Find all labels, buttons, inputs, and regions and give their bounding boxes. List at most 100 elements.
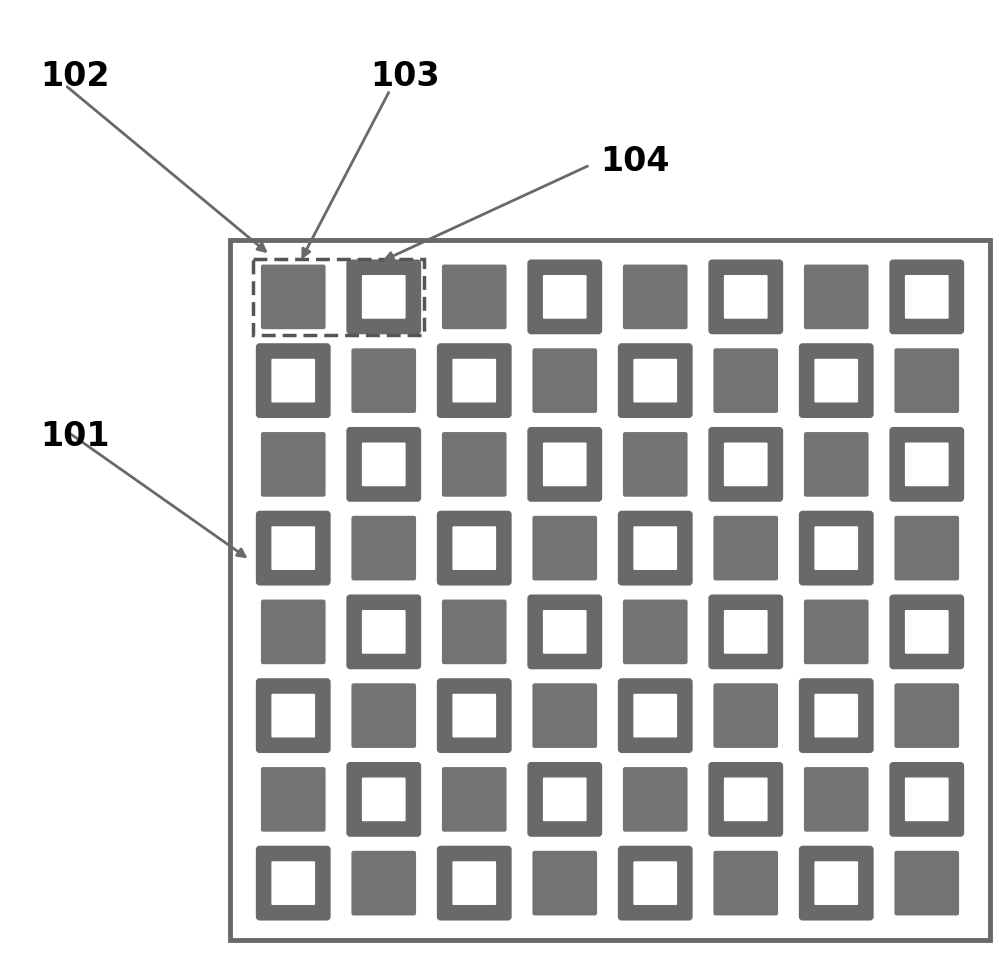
FancyBboxPatch shape <box>804 432 869 497</box>
FancyBboxPatch shape <box>271 526 315 570</box>
FancyBboxPatch shape <box>710 429 781 500</box>
FancyBboxPatch shape <box>620 848 691 919</box>
FancyBboxPatch shape <box>710 764 781 835</box>
Bar <box>230 240 990 940</box>
FancyBboxPatch shape <box>801 680 872 752</box>
FancyBboxPatch shape <box>452 358 496 403</box>
FancyBboxPatch shape <box>894 349 959 413</box>
FancyBboxPatch shape <box>452 861 496 905</box>
Text: 101: 101 <box>40 420 110 453</box>
FancyBboxPatch shape <box>814 526 858 570</box>
FancyBboxPatch shape <box>623 264 688 329</box>
FancyBboxPatch shape <box>814 861 858 905</box>
FancyBboxPatch shape <box>348 429 419 500</box>
FancyBboxPatch shape <box>529 261 600 332</box>
FancyBboxPatch shape <box>271 358 315 403</box>
FancyBboxPatch shape <box>905 275 949 318</box>
FancyBboxPatch shape <box>442 432 507 497</box>
FancyBboxPatch shape <box>439 680 510 752</box>
FancyBboxPatch shape <box>724 443 768 486</box>
FancyBboxPatch shape <box>710 596 781 667</box>
Text: 104: 104 <box>600 145 670 178</box>
Text: 103: 103 <box>370 60 440 93</box>
FancyBboxPatch shape <box>713 349 778 413</box>
FancyBboxPatch shape <box>261 432 326 497</box>
FancyBboxPatch shape <box>351 851 416 916</box>
FancyBboxPatch shape <box>891 261 962 332</box>
FancyBboxPatch shape <box>543 610 587 653</box>
FancyBboxPatch shape <box>261 767 326 832</box>
FancyBboxPatch shape <box>633 693 677 738</box>
FancyBboxPatch shape <box>271 693 315 738</box>
FancyBboxPatch shape <box>724 275 768 318</box>
FancyBboxPatch shape <box>271 861 315 905</box>
FancyBboxPatch shape <box>623 432 688 497</box>
FancyBboxPatch shape <box>348 261 419 332</box>
FancyBboxPatch shape <box>532 349 597 413</box>
FancyBboxPatch shape <box>713 684 778 748</box>
FancyBboxPatch shape <box>532 684 597 748</box>
FancyBboxPatch shape <box>620 680 691 752</box>
FancyBboxPatch shape <box>348 764 419 835</box>
Bar <box>253 259 424 335</box>
FancyBboxPatch shape <box>258 848 329 919</box>
FancyBboxPatch shape <box>620 513 691 584</box>
FancyBboxPatch shape <box>452 693 496 738</box>
FancyBboxPatch shape <box>529 596 600 667</box>
FancyBboxPatch shape <box>713 516 778 581</box>
FancyBboxPatch shape <box>362 443 406 486</box>
FancyBboxPatch shape <box>633 358 677 403</box>
FancyBboxPatch shape <box>543 275 587 318</box>
FancyBboxPatch shape <box>804 767 869 832</box>
FancyBboxPatch shape <box>891 429 962 500</box>
FancyBboxPatch shape <box>362 610 406 653</box>
FancyBboxPatch shape <box>439 848 510 919</box>
FancyBboxPatch shape <box>724 610 768 653</box>
FancyBboxPatch shape <box>620 345 691 417</box>
FancyBboxPatch shape <box>348 596 419 667</box>
FancyBboxPatch shape <box>351 349 416 413</box>
FancyBboxPatch shape <box>633 861 677 905</box>
FancyBboxPatch shape <box>362 778 406 821</box>
FancyBboxPatch shape <box>362 275 406 318</box>
FancyBboxPatch shape <box>442 767 507 832</box>
FancyBboxPatch shape <box>258 680 329 752</box>
FancyBboxPatch shape <box>351 684 416 748</box>
FancyBboxPatch shape <box>452 526 496 570</box>
Text: 102: 102 <box>40 60 110 93</box>
FancyBboxPatch shape <box>814 358 858 403</box>
FancyBboxPatch shape <box>724 778 768 821</box>
FancyBboxPatch shape <box>442 599 507 664</box>
FancyBboxPatch shape <box>905 778 949 821</box>
FancyBboxPatch shape <box>351 516 416 581</box>
FancyBboxPatch shape <box>439 513 510 584</box>
FancyBboxPatch shape <box>261 599 326 664</box>
FancyBboxPatch shape <box>801 848 872 919</box>
FancyBboxPatch shape <box>261 264 326 329</box>
FancyBboxPatch shape <box>894 684 959 748</box>
FancyBboxPatch shape <box>532 516 597 581</box>
FancyBboxPatch shape <box>529 429 600 500</box>
FancyBboxPatch shape <box>442 264 507 329</box>
FancyBboxPatch shape <box>439 345 510 417</box>
FancyBboxPatch shape <box>804 599 869 664</box>
FancyBboxPatch shape <box>891 596 962 667</box>
FancyBboxPatch shape <box>713 851 778 916</box>
FancyBboxPatch shape <box>891 764 962 835</box>
FancyBboxPatch shape <box>710 261 781 332</box>
FancyBboxPatch shape <box>543 443 587 486</box>
FancyBboxPatch shape <box>894 851 959 916</box>
FancyBboxPatch shape <box>258 513 329 584</box>
FancyBboxPatch shape <box>801 345 872 417</box>
FancyBboxPatch shape <box>532 851 597 916</box>
FancyBboxPatch shape <box>804 264 869 329</box>
FancyBboxPatch shape <box>905 610 949 653</box>
FancyBboxPatch shape <box>258 345 329 417</box>
FancyBboxPatch shape <box>543 778 587 821</box>
FancyBboxPatch shape <box>894 516 959 581</box>
FancyBboxPatch shape <box>801 513 872 584</box>
FancyBboxPatch shape <box>623 599 688 664</box>
FancyBboxPatch shape <box>623 767 688 832</box>
FancyBboxPatch shape <box>633 526 677 570</box>
FancyBboxPatch shape <box>529 764 600 835</box>
